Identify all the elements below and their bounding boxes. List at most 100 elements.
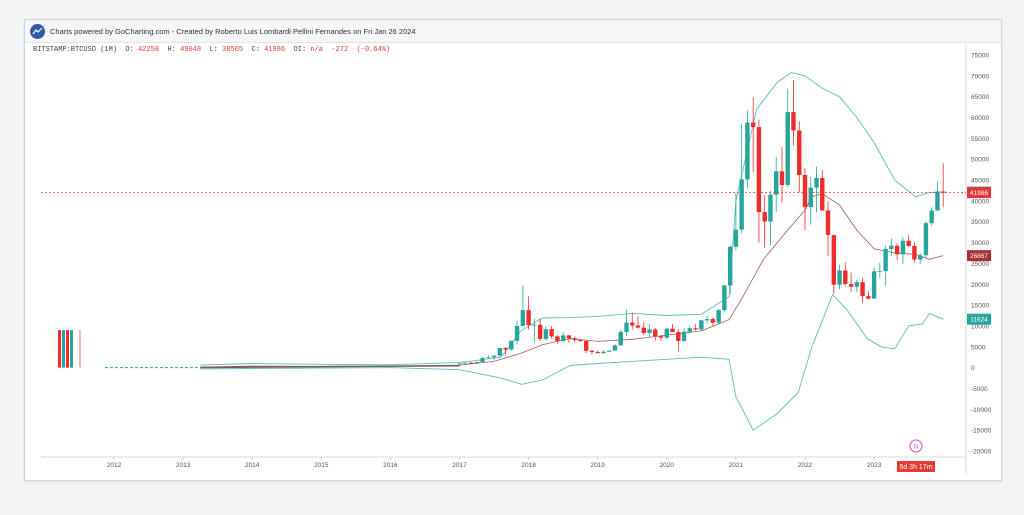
candle-body [750, 122, 756, 128]
y-tick-label: 70000 [971, 73, 989, 80]
y-tick-label: 65000 [971, 94, 989, 101]
candle-body [630, 322, 635, 326]
candle-body [509, 340, 514, 350]
change-percent: (-0.64%) [356, 46, 391, 54]
y-tick-label: 30000 [971, 240, 989, 247]
y-tick-label: 35000 [971, 219, 989, 226]
candle-body [894, 245, 900, 255]
legend-stub-bar [58, 330, 61, 368]
candle-body [917, 255, 923, 260]
header-title: Charts powered by GoCharting.com - Creat… [50, 26, 416, 36]
candle-body [825, 210, 831, 236]
candle-body [889, 245, 894, 250]
candle-body [566, 335, 572, 339]
price-label-text: 11624 [970, 317, 988, 324]
candle-body [583, 341, 589, 351]
candle-body [866, 296, 871, 299]
y-tick-label: -5000 [971, 386, 988, 393]
y-tick-label: 10000 [971, 323, 989, 330]
candle-body [514, 325, 520, 341]
candle-body [756, 127, 762, 213]
legend-stub-bar [66, 330, 69, 368]
candle-body [693, 328, 698, 330]
candle-body [555, 336, 560, 341]
candle-body [733, 229, 739, 247]
open-label: O: [125, 46, 134, 54]
candle-body [560, 335, 566, 341]
price-labels: 42110419862686711624 [41, 186, 991, 325]
candle-body [578, 339, 583, 342]
symbol-label: BITSTAMP:BTCUSD (1M) [33, 46, 118, 54]
candle-body [537, 324, 543, 339]
candle-body [739, 179, 744, 230]
candle-body [843, 270, 848, 285]
candle-timer: 5d 3h 17m [899, 464, 932, 471]
x-tick-label: 2019 [590, 462, 605, 469]
x-tick-label: 2018 [521, 462, 536, 469]
chart-line-icon [30, 23, 45, 39]
high-label: H: [167, 46, 176, 54]
candle-body [664, 328, 669, 338]
news-marker-icon[interactable] [909, 439, 923, 453]
candle-body [607, 350, 612, 352]
candle-body [486, 357, 491, 359]
candle-body [491, 355, 497, 358]
y-tick-label: 40000 [971, 198, 989, 205]
candle-body [480, 358, 485, 363]
news-marker-glyph: N [914, 445, 918, 451]
candle-body [641, 327, 646, 334]
candle-body [681, 331, 687, 341]
high-value: 49048 [180, 46, 202, 54]
history-candles [58, 330, 460, 369]
chart-header: Charts powered by GoCharting.com - Creat… [25, 20, 1001, 43]
candle-body [618, 331, 623, 346]
legend-stub-bar [70, 330, 73, 368]
candle-body [814, 177, 819, 188]
candle-body [941, 191, 946, 193]
candle-body [877, 271, 883, 272]
low-label: L: [209, 46, 218, 54]
candle-body [900, 240, 906, 255]
candle-body [831, 235, 837, 285]
candle-body [722, 285, 727, 311]
x-tick-label: 2022 [798, 462, 813, 469]
candle-body [532, 324, 537, 326]
price-label-badge [967, 187, 991, 199]
close-value: 41986 [264, 46, 286, 54]
candle-body [935, 191, 940, 211]
price-label-badge [967, 250, 991, 262]
x-tick-label: 2017 [452, 462, 467, 469]
candle-body [601, 351, 606, 354]
x-tick-label: 2021 [729, 462, 744, 469]
x-tick-label: 2023 [867, 462, 882, 469]
y-tick-label: 15000 [971, 303, 989, 310]
candle-body [768, 194, 773, 222]
y-tick-label: 0 [971, 365, 975, 372]
candle-body [572, 338, 577, 340]
candle-body [704, 319, 710, 321]
candle-body [848, 284, 854, 287]
price-chart[interactable]: 7500070000650006000055000500004500040000… [25, 20, 1001, 480]
oi-value: n/a [310, 46, 323, 54]
candle-body [497, 348, 502, 356]
timer-group: N 5d 3h 17m [897, 439, 935, 472]
y-tick-label: -10000 [971, 407, 992, 414]
x-tick-label: 2015 [314, 462, 329, 469]
price-label-badge [967, 313, 991, 325]
bollinger-lower-line [200, 293, 944, 431]
candle-body [457, 363, 462, 365]
legend-stub-bar [62, 330, 65, 368]
x-tick-label: 2014 [245, 462, 260, 469]
x-tick-label: 2016 [383, 462, 398, 469]
x-tick-label: 2012 [107, 462, 122, 469]
candle-body [589, 350, 595, 353]
price-label-text: 26867 [970, 253, 988, 260]
y-tick-label: 45000 [971, 178, 989, 185]
timer-badge [897, 461, 935, 472]
candle-body [773, 171, 779, 195]
x-tick-label: 2013 [176, 462, 191, 469]
candle-body [658, 336, 664, 338]
open-value: 42258 [138, 46, 160, 54]
candle-body [837, 270, 842, 285]
candle-body [647, 329, 652, 334]
